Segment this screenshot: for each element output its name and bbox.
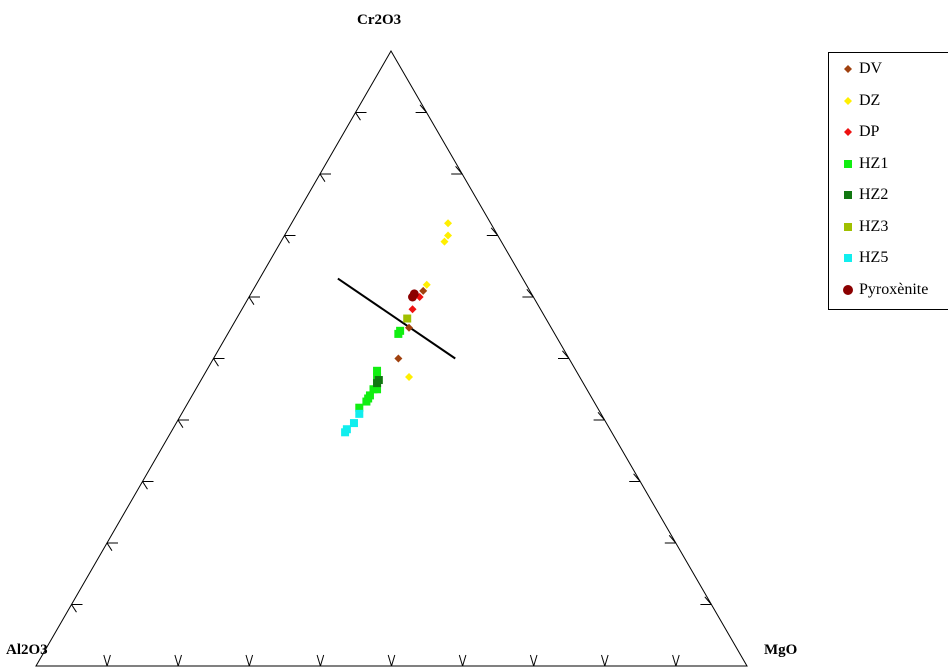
legend-item-dp: DP bbox=[841, 122, 879, 142]
legend-symbol-hz2 bbox=[844, 191, 852, 199]
point-dp bbox=[409, 305, 417, 313]
point-dv bbox=[394, 355, 402, 363]
tick-bottom bbox=[673, 655, 676, 666]
legend-item-hz5: HZ5 bbox=[841, 248, 888, 268]
point-pyrox-nite bbox=[410, 289, 419, 298]
legend-symbol-hz5 bbox=[844, 254, 852, 262]
tick-bottom bbox=[392, 655, 395, 666]
legend-symbol-dz bbox=[844, 97, 852, 105]
legend-label-dv: DV bbox=[859, 60, 882, 78]
point-hz3 bbox=[403, 315, 411, 323]
triangle-frame bbox=[36, 51, 747, 666]
point-dv bbox=[419, 287, 427, 295]
legend-marker-hz2 bbox=[841, 188, 855, 202]
tick-bottom bbox=[104, 655, 107, 666]
legend-label-pyrox-nite: Pyroxènite bbox=[859, 281, 928, 299]
tick-left bbox=[320, 174, 325, 182]
point-dz bbox=[405, 373, 413, 381]
point-hz5 bbox=[355, 410, 363, 418]
legend-label-hz5: HZ5 bbox=[859, 249, 888, 267]
legend-item-hz3: HZ3 bbox=[841, 217, 888, 237]
tick-bottom bbox=[246, 655, 249, 666]
point-hz1 bbox=[396, 327, 404, 335]
legend-item-dz: DZ bbox=[841, 91, 880, 111]
tick-bottom bbox=[676, 655, 679, 666]
tick-left bbox=[143, 482, 148, 490]
point-hz2 bbox=[373, 379, 381, 387]
legend-marker-hz1 bbox=[841, 157, 855, 171]
tick-bottom bbox=[459, 655, 462, 666]
tick-bottom bbox=[175, 655, 178, 666]
legend-item-hz1: HZ1 bbox=[841, 154, 888, 174]
tick-left bbox=[178, 420, 183, 428]
legend-marker-dz bbox=[841, 94, 855, 108]
legend-item-pyrox-nite: Pyroxènite bbox=[841, 280, 928, 300]
legend-symbol-dp bbox=[844, 128, 852, 136]
legend-label-dp: DP bbox=[859, 123, 879, 141]
tick-left bbox=[107, 543, 112, 551]
legend-marker-dv bbox=[841, 62, 855, 76]
legend-label-hz2: HZ2 bbox=[859, 186, 888, 204]
legend-symbol-dv bbox=[844, 65, 852, 73]
vertex-label-right: MgO bbox=[764, 642, 797, 659]
point-dz bbox=[444, 219, 452, 227]
legend-item-hz2: HZ2 bbox=[841, 185, 888, 205]
tick-left bbox=[285, 236, 290, 244]
legend-marker-pyrox-nite bbox=[841, 283, 855, 297]
point-hz5 bbox=[350, 419, 358, 427]
legend-symbol-pyrox-nite bbox=[843, 285, 853, 295]
tick-bottom bbox=[317, 655, 320, 666]
legend-symbol-hz1 bbox=[844, 160, 852, 168]
tick-bottom bbox=[249, 655, 252, 666]
divider-line bbox=[338, 279, 455, 359]
tick-left bbox=[214, 359, 219, 367]
point-dz bbox=[440, 238, 448, 246]
legend-symbol-hz3 bbox=[844, 223, 852, 231]
point-hz1 bbox=[362, 398, 370, 406]
tick-bottom bbox=[463, 655, 466, 666]
legend-label-hz3: HZ3 bbox=[859, 218, 888, 236]
tick-left bbox=[72, 605, 77, 613]
tick-bottom bbox=[178, 655, 181, 666]
tick-bottom bbox=[601, 655, 604, 666]
tick-bottom bbox=[530, 655, 533, 666]
legend-label-hz1: HZ1 bbox=[859, 155, 888, 173]
vertex-label-top: Cr2O3 bbox=[357, 12, 401, 29]
legend-marker-hz5 bbox=[841, 251, 855, 265]
point-dz bbox=[444, 232, 452, 240]
tick-left bbox=[249, 297, 254, 305]
legend-label-dz: DZ bbox=[859, 92, 880, 110]
tick-bottom bbox=[320, 655, 323, 666]
data-points bbox=[341, 219, 452, 436]
tick-marks bbox=[72, 105, 712, 666]
vertex-label-left: Al2O3 bbox=[6, 642, 48, 659]
legend-item-dv: DV bbox=[841, 59, 882, 79]
tick-left bbox=[356, 113, 361, 121]
legend-marker-dp bbox=[841, 125, 855, 139]
point-hz5 bbox=[341, 428, 349, 436]
point-dz bbox=[423, 281, 431, 289]
tick-bottom bbox=[605, 655, 608, 666]
tick-bottom bbox=[107, 655, 110, 666]
legend-marker-hz3 bbox=[841, 220, 855, 234]
legend: DV DZ DP HZ1 HZ2 HZ3 HZ5 Pyroxènite bbox=[828, 52, 948, 310]
tick-bottom bbox=[534, 655, 537, 666]
tick-bottom bbox=[388, 655, 391, 666]
